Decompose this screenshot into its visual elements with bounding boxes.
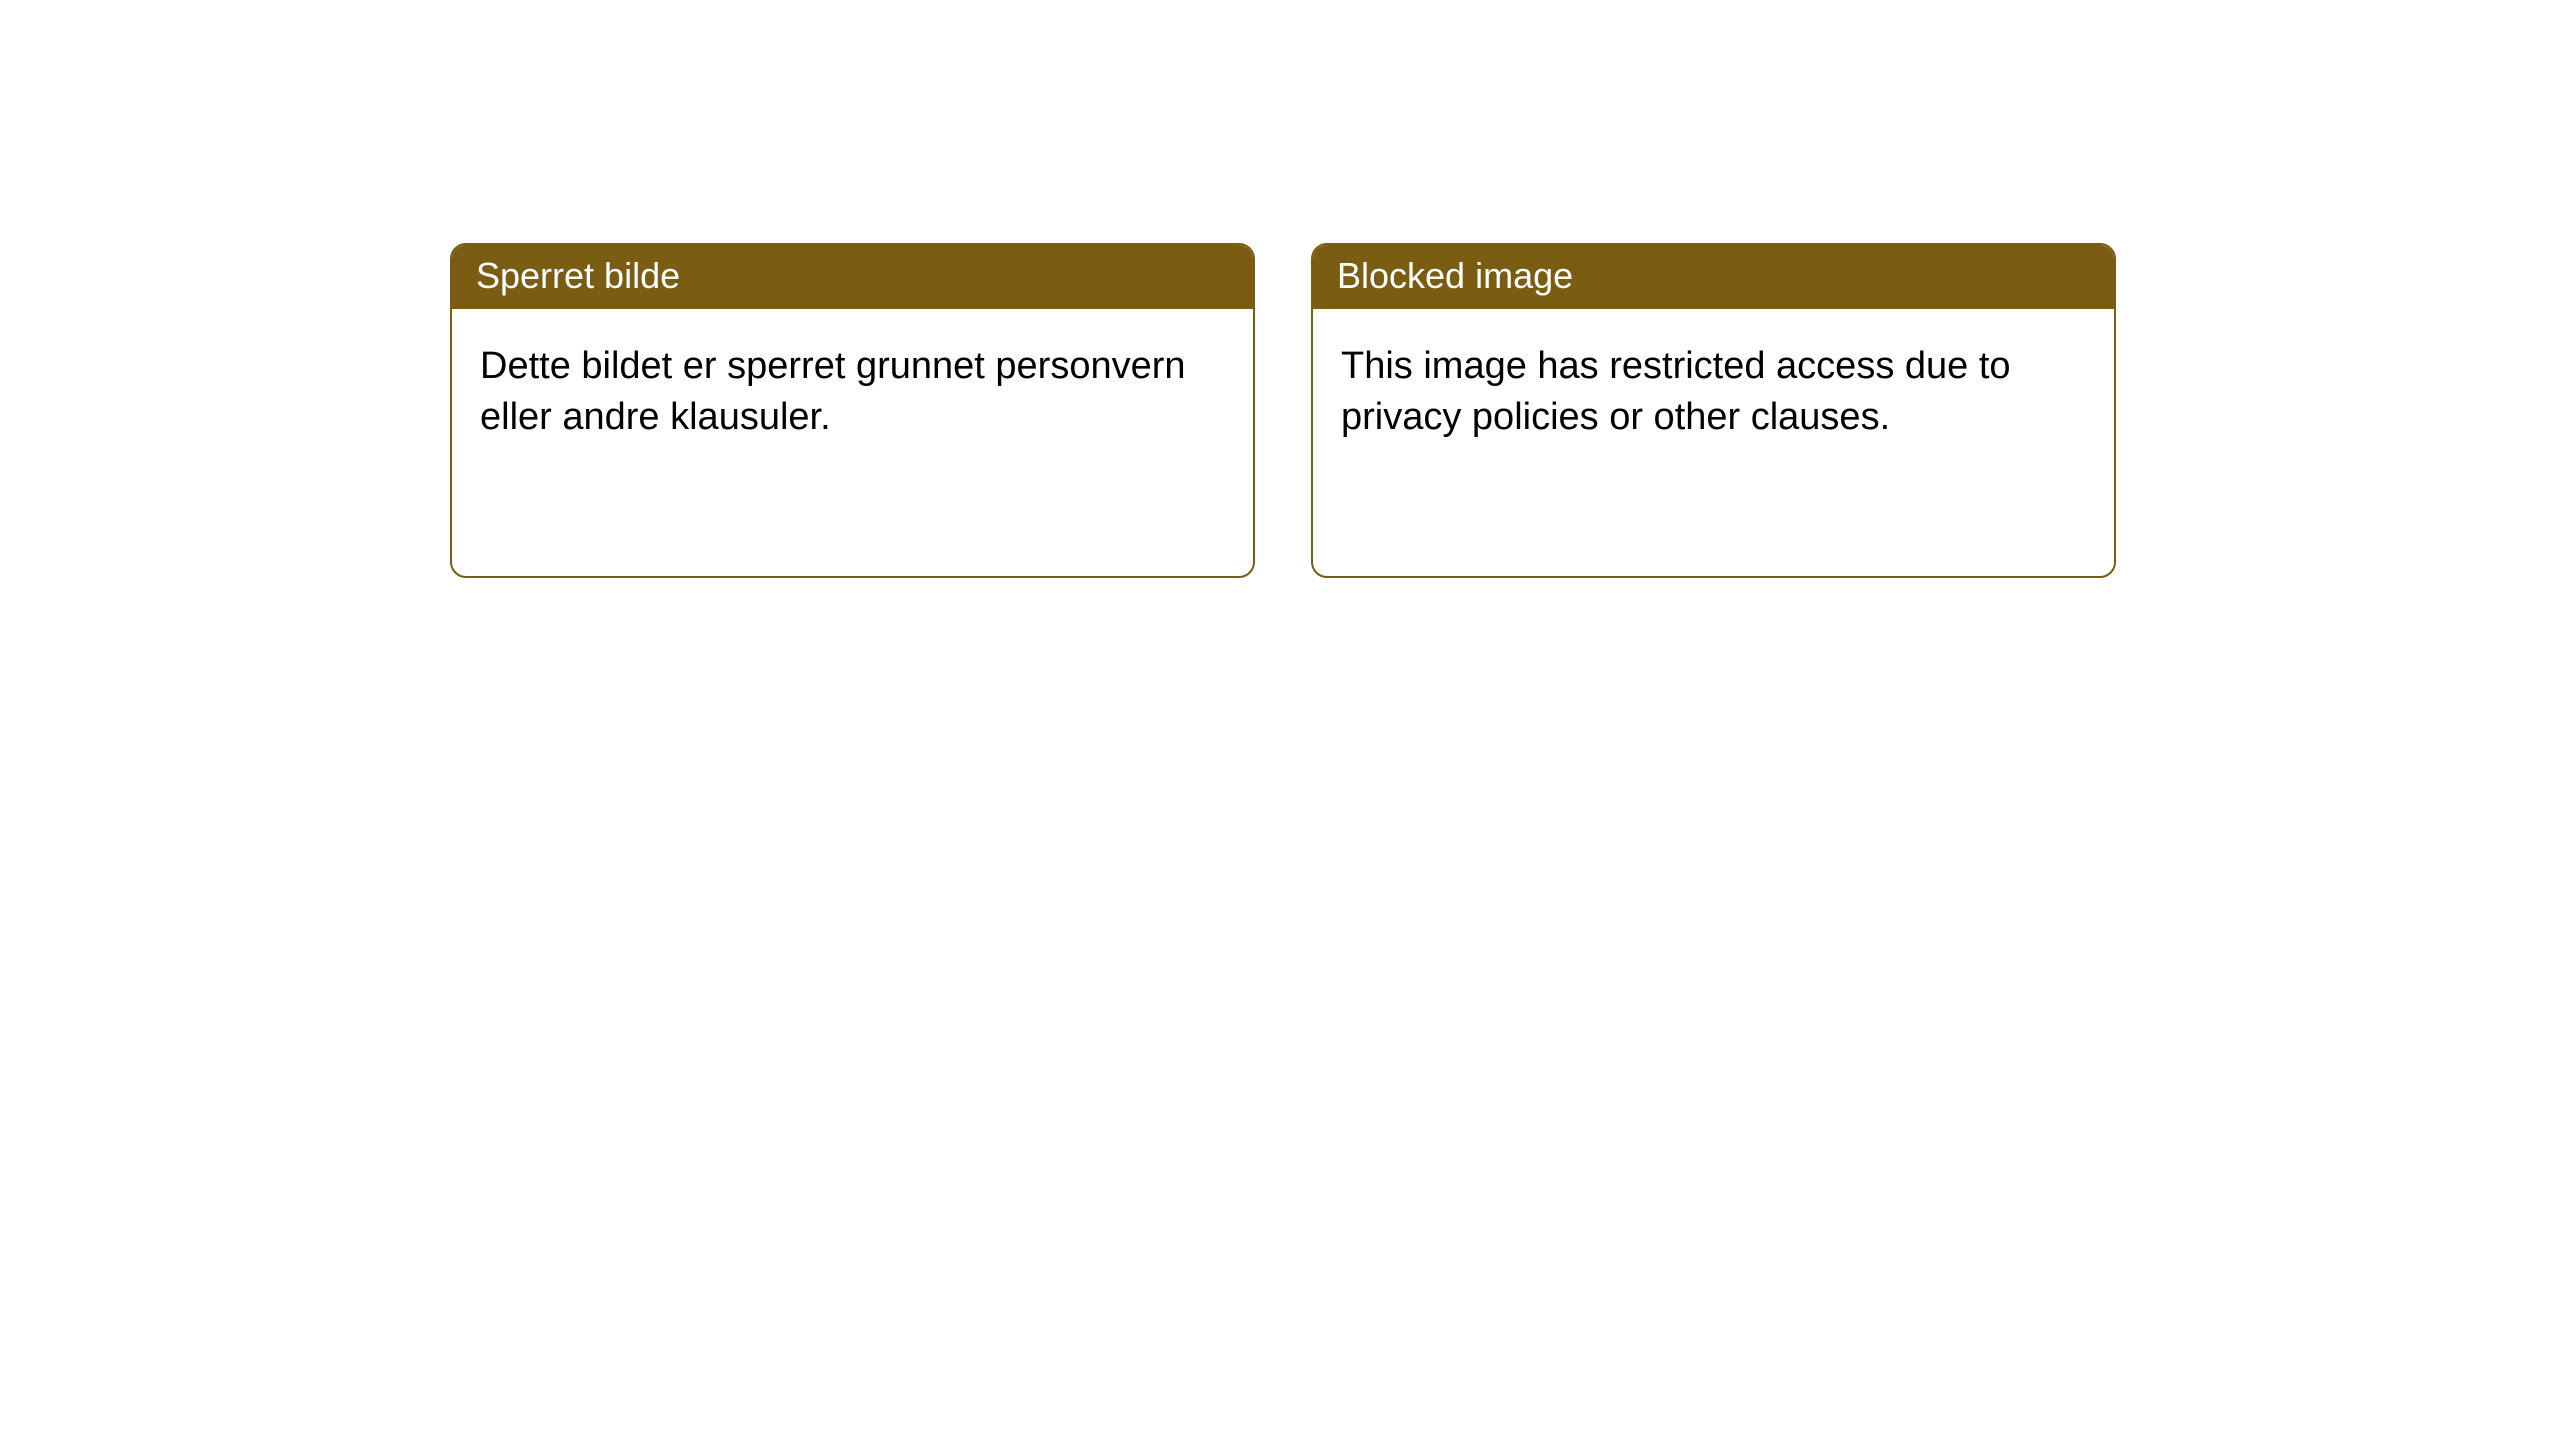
notice-body-en: This image has restricted access due to … [1313, 309, 2114, 476]
notice-header-en: Blocked image [1313, 245, 2114, 309]
notice-container: Sperret bilde Dette bildet er sperret gr… [450, 243, 2116, 578]
notice-body-no: Dette bildet er sperret grunnet personve… [452, 309, 1253, 476]
notice-box-no: Sperret bilde Dette bildet er sperret gr… [450, 243, 1255, 578]
notice-header-no: Sperret bilde [452, 245, 1253, 309]
notice-box-en: Blocked image This image has restricted … [1311, 243, 2116, 578]
